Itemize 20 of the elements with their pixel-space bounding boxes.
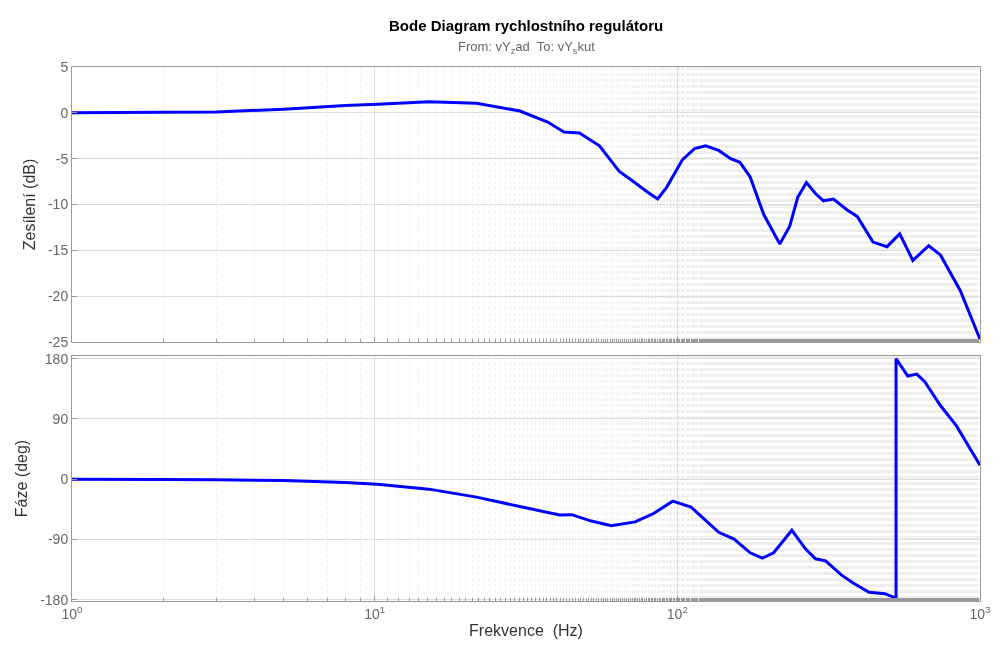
y-axis-title: Fáze (deg) (13, 439, 31, 518)
y-tick-label: -15 (47, 242, 69, 259)
y-tick-label: -90 (47, 531, 69, 548)
chart-title: Bode Diagram rychlostního regulátoru (389, 17, 664, 34)
x-tick-label: 10$^{1}$ (364, 603, 386, 622)
y-tick-label: -10 (47, 196, 69, 213)
x-tick-label: 10$^{2}$ (666, 603, 688, 622)
chart-subtitle: From: vY$_{z}$ad To: vY$_{s}$kut (458, 39, 596, 56)
y-tick-label: -5 (55, 150, 69, 167)
y-tick-label: 180 (44, 350, 69, 367)
x-tick-label: 10$^{3}$ (969, 603, 992, 622)
y-tick-label: 5 (60, 58, 69, 75)
y-axis-title: Zesílení (dB) (20, 158, 38, 251)
y-tick-label: -180 (40, 591, 69, 608)
y-tick-label: -25 (47, 333, 69, 350)
x-axis-title: Frekvence (Hz) (469, 622, 583, 640)
y-tick-label: 0 (60, 471, 69, 488)
y-tick-label: -20 (47, 288, 69, 305)
y-tick-label: 90 (52, 410, 69, 427)
y-tick-label: 0 (60, 104, 69, 121)
